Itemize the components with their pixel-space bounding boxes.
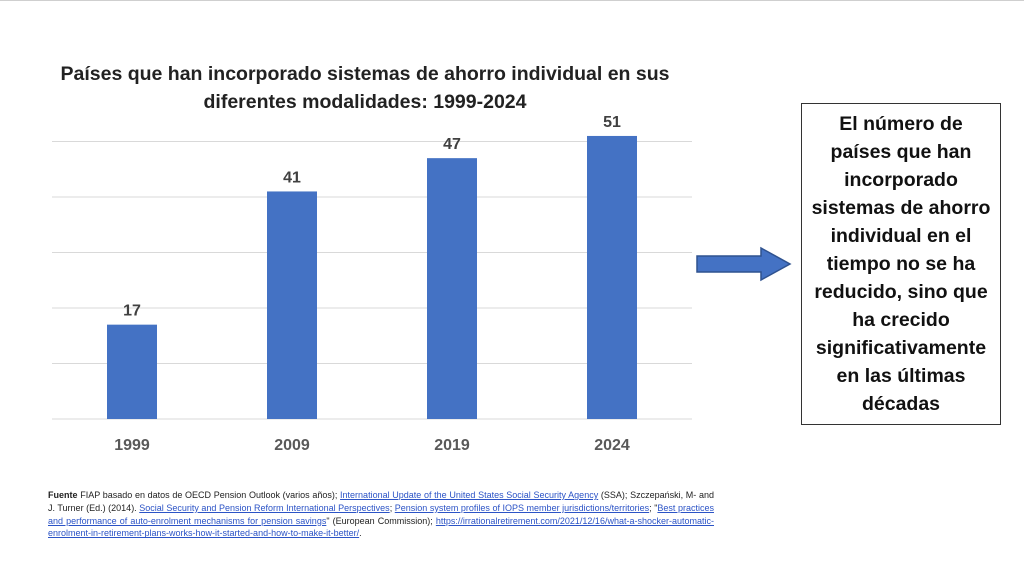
x-tick-labels-group: 1999 2009 2019 2024 [114,437,630,454]
data-label-2024: 51 [603,114,621,131]
data-label-2019: 47 [443,136,461,153]
x-tick-label-2024: 2024 [594,437,630,454]
footnote-text-5: " (European Commission); [326,515,436,526]
footnote-link-irrationalretirement[interactable]: https://irrationalretirement.com/2021/12… [48,515,714,539]
bar-2009 [267,191,317,419]
x-tick-label-2009: 2009 [274,437,310,454]
x-tick-label-2019: 2019 [434,437,470,454]
footnote-text-6: . [359,528,362,539]
data-label-2009: 41 [283,169,301,186]
right-arrow-icon [696,246,792,282]
footnote-link-iops[interactable]: Pension system profiles of IOPS member j… [394,502,650,513]
footnote-text-4: ; " [649,502,658,513]
chart-title: Países que han incorporado sistemas de a… [60,63,670,113]
bars-group [107,135,637,419]
data-labels-group: 17 41 47 51 [123,114,621,320]
top-border-line [0,0,1024,1]
bar-2019 [427,158,477,419]
x-tick-label-1999: 1999 [114,437,150,454]
footnote-text-2: (SSA); Szczepański, M- and J. Turner (Ed… [48,490,714,513]
callout-text: El número de países que han incorporado … [811,113,991,415]
data-label-1999: 17 [123,303,141,320]
footnote-link-ssa[interactable]: International Update of the United State… [340,490,599,500]
footnote-text-1: FIAP basado en datos de OECD Pension Out… [77,490,341,500]
footnote-link-auto-enrolment[interactable]: Best practices and performance of auto-e… [48,502,714,526]
bar-1999 [107,324,157,419]
callout-box: El número de países que han incorporado … [801,103,1001,425]
footnote-lead: Fuente [48,490,78,500]
footnote-link-social-security-reform[interactable]: Social Security and Pension Reform Inter… [139,502,390,513]
footnote-text-3: ; [389,502,395,513]
source-footnote: Fuente FIAP basado en datos de OECD Pens… [48,489,714,540]
bar-2024 [587,135,637,419]
gridlines [52,141,692,420]
